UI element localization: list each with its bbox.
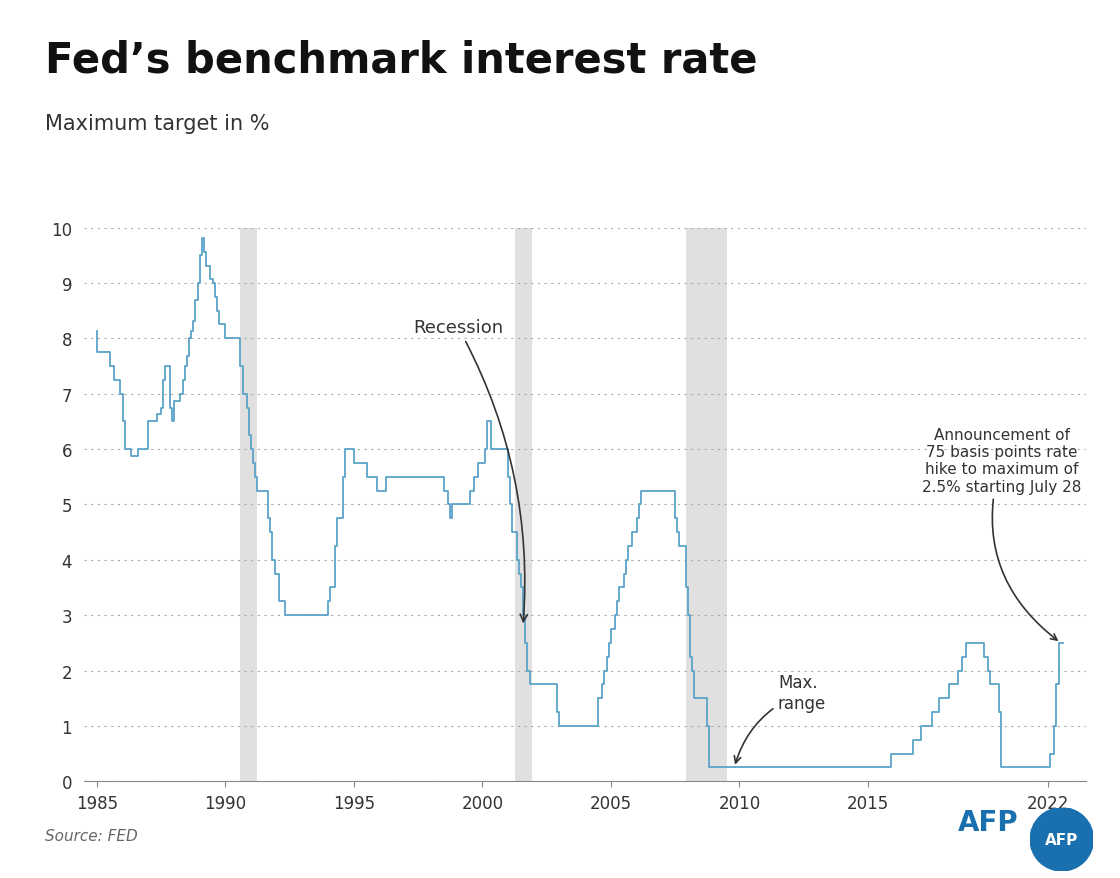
Text: AFP: AFP xyxy=(958,808,1018,836)
Text: Source: FED: Source: FED xyxy=(45,828,138,843)
Bar xyxy=(241,228,258,781)
Circle shape xyxy=(1030,808,1093,871)
Text: Fed’s benchmark interest rate: Fed’s benchmark interest rate xyxy=(45,40,757,82)
Text: AFP: AFP xyxy=(1045,831,1079,847)
Bar xyxy=(514,228,532,781)
Text: Recession: Recession xyxy=(413,319,528,622)
Bar xyxy=(685,228,727,781)
Text: Maximum target in %: Maximum target in % xyxy=(45,114,269,134)
Text: Max.
range: Max. range xyxy=(735,673,827,763)
Text: Announcement of
75 basis points rate
hike to maximum of
2.5% starting July 28: Announcement of 75 basis points rate hik… xyxy=(922,427,1081,640)
